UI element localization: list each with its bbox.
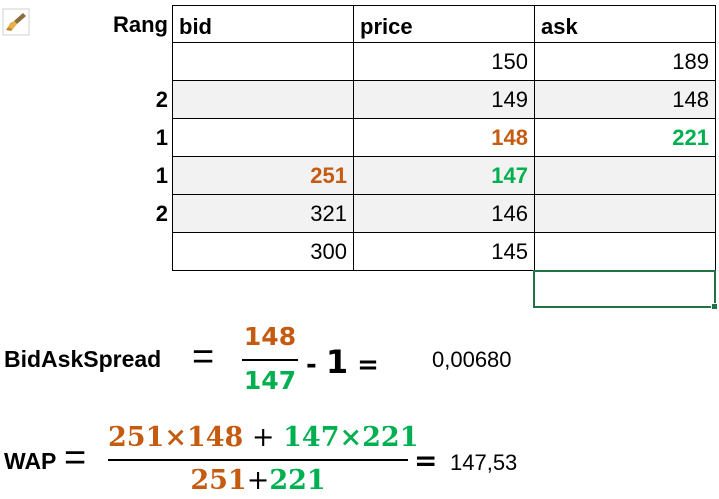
equals-sign: =: [414, 444, 438, 477]
plus-sign: +: [246, 465, 270, 496]
table-row: 148 221: [172, 118, 716, 157]
equals-sign: =: [348, 350, 379, 380]
rank-cell: [120, 233, 168, 271]
fraction-bar: [108, 459, 408, 461]
bid-cell[interactable]: 321: [172, 194, 354, 233]
plus-sign: +: [243, 422, 284, 453]
order-book-table: bid price ask 150 189 149 148 148 221 25…: [172, 5, 716, 271]
wap-result: 147,53: [450, 450, 518, 475]
table-row: 150 189: [172, 42, 716, 81]
bid-volume-term: 251×148: [108, 422, 244, 453]
header-bid[interactable]: bid: [172, 5, 354, 43]
price-cell-best-bid[interactable]: 147: [353, 156, 535, 195]
formula-tail: - 1 =: [306, 343, 379, 381]
wap-label: WAP: [4, 448, 57, 474]
rank-cell: [120, 43, 168, 81]
rang-header: Rang: [113, 12, 168, 37]
bid-cell[interactable]: [172, 42, 354, 81]
price-cell[interactable]: 150: [353, 42, 535, 81]
table-row: 321 146: [172, 194, 716, 233]
equals-sign: =: [192, 336, 215, 378]
rank-cell: 2: [155, 87, 168, 112]
fill-handle[interactable]: [711, 303, 718, 310]
rank-cell: 1: [155, 163, 168, 188]
selected-cell[interactable]: [533, 270, 716, 308]
ask-volume: 221: [269, 465, 326, 496]
minus-sign: -: [306, 350, 326, 380]
spread-result: 0,00680: [432, 347, 512, 372]
equals-sign: =: [64, 437, 87, 479]
ask-cell[interactable]: [534, 194, 716, 233]
ask-cell[interactable]: [534, 156, 716, 195]
price-cell[interactable]: 145: [353, 232, 535, 271]
table-header-row: bid price ask: [172, 5, 716, 43]
price-cell-best-ask[interactable]: 148: [353, 118, 535, 157]
fraction-bar: [242, 359, 298, 361]
ask-cell[interactable]: 189: [534, 42, 716, 81]
header-price[interactable]: price: [353, 5, 535, 43]
price-cell[interactable]: 149: [353, 80, 535, 119]
table-row: 149 148: [172, 80, 716, 119]
wap-numerator: 251×148 + 147×221: [108, 422, 418, 453]
wap-denominator: 251+221: [108, 465, 408, 496]
paintbrush-icon[interactable]: [2, 8, 30, 36]
ask-volume-term: 147×221: [283, 422, 419, 453]
bid-cell[interactable]: 300: [172, 232, 354, 271]
ask-cell[interactable]: [534, 232, 716, 271]
rank-cell: 1: [155, 125, 168, 150]
table-row: 251 147: [172, 156, 716, 195]
bidaskspread-label: BidAskSpread: [4, 346, 162, 372]
ask-cell[interactable]: 148: [534, 80, 716, 119]
ask-cell-best-volume[interactable]: 221: [534, 118, 716, 157]
bid-cell[interactable]: [172, 118, 354, 157]
bid-cell-best-volume[interactable]: 251: [172, 156, 354, 195]
fraction-numerator: 148: [243, 322, 297, 351]
rank-cell: 2: [155, 201, 168, 226]
bid-cell[interactable]: [172, 80, 354, 119]
bid-volume: 251: [190, 465, 247, 496]
table-row: 300 145: [172, 232, 716, 271]
one-term: 1: [325, 343, 349, 381]
fraction-denominator: 147: [243, 366, 297, 395]
header-ask[interactable]: ask: [534, 5, 716, 43]
price-cell[interactable]: 146: [353, 194, 535, 233]
